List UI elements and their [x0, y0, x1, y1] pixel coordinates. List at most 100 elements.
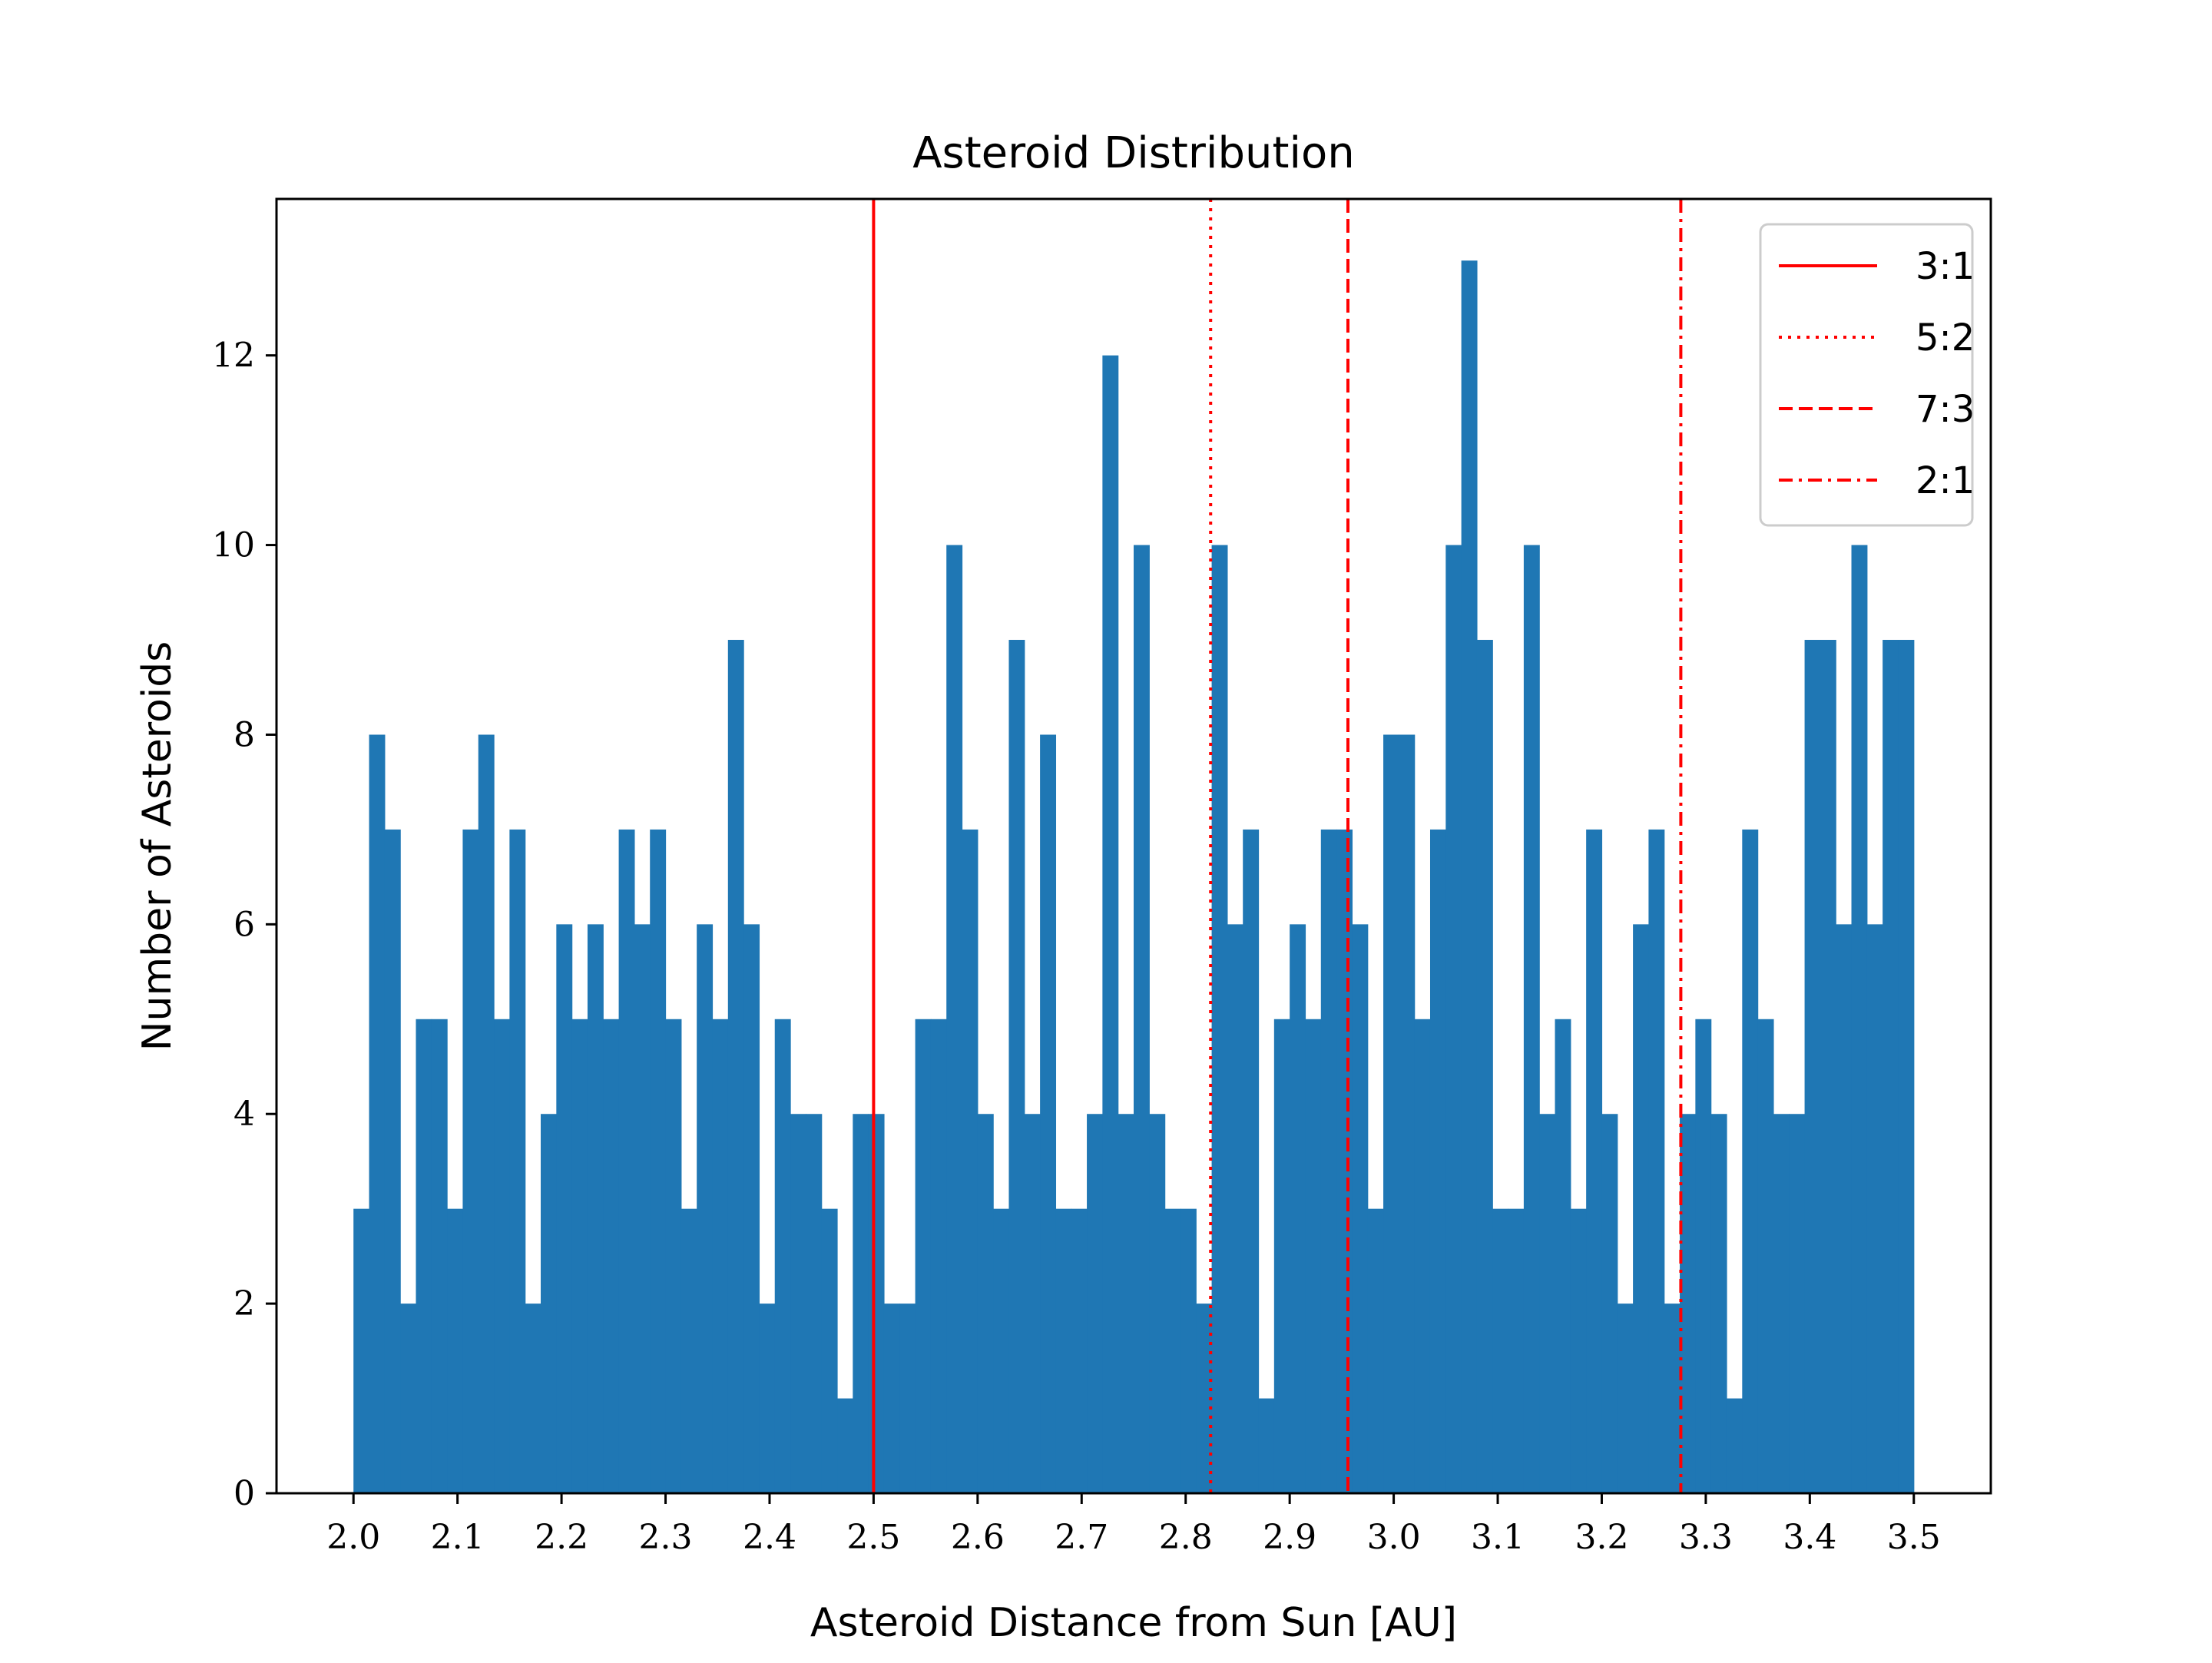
histogram-bar	[899, 1304, 916, 1493]
histogram-bar	[1367, 1208, 1384, 1493]
histogram-bar	[883, 1304, 900, 1493]
histogram-bar	[993, 1208, 1010, 1493]
legend-label: 2:1	[1916, 459, 1975, 502]
histogram-bar	[1180, 1208, 1197, 1493]
histogram-bar	[1539, 1114, 1556, 1493]
histogram-bar	[1429, 829, 1446, 1493]
histogram-bar	[1134, 545, 1150, 1493]
histogram-bar	[915, 1019, 932, 1493]
histogram-bar	[1305, 1019, 1322, 1493]
histogram-bar	[1445, 545, 1462, 1493]
histogram-bar	[431, 1019, 448, 1493]
histogram-bar	[697, 924, 714, 1493]
histogram-bar	[680, 1208, 697, 1493]
histogram-bar	[1773, 1114, 1790, 1493]
x-tick-label: 3.2	[1575, 1518, 1628, 1557]
histogram-bar	[868, 1114, 885, 1493]
legend-label: 3:1	[1916, 245, 1975, 288]
x-tick-label: 3.0	[1367, 1518, 1421, 1557]
histogram-bar	[1164, 1208, 1181, 1493]
histogram-bar	[1898, 640, 1915, 1493]
histogram-bar	[790, 1114, 806, 1493]
histogram-bar	[1414, 1019, 1431, 1493]
histogram-bar	[1008, 640, 1025, 1493]
histogram-bar	[1258, 1398, 1275, 1493]
legend: 3:1 5:2 7:3 2:1	[1759, 223, 1975, 527]
histogram-bar	[400, 1304, 417, 1493]
histogram-bar	[1243, 829, 1260, 1493]
histogram-bar	[353, 1208, 370, 1493]
histogram-bar	[1820, 640, 1836, 1493]
histogram-bar	[806, 1114, 823, 1493]
x-tick-label: 2.5	[846, 1518, 900, 1557]
histogram-bar	[1508, 1208, 1525, 1493]
histogram-bar	[1648, 829, 1665, 1493]
histogram-bar	[1273, 1019, 1290, 1493]
y-tick-label: 6	[233, 905, 255, 944]
histogram-bar	[1570, 1208, 1587, 1493]
histogram-bar	[946, 545, 963, 1493]
x-tick-label: 2.6	[951, 1518, 1005, 1557]
histogram-bar	[1118, 1114, 1134, 1493]
x-tick-label: 2.7	[1055, 1518, 1108, 1557]
histogram-bar	[1087, 1114, 1103, 1493]
histogram-bar	[1586, 829, 1603, 1493]
histogram-bar	[494, 1019, 510, 1493]
legend-label: 7:3	[1916, 388, 1975, 431]
histogram-bar	[837, 1398, 853, 1493]
histogram-bar	[743, 924, 760, 1493]
histogram-bar	[650, 829, 667, 1493]
y-tick-label: 0	[233, 1474, 255, 1513]
x-tick-label: 2.9	[1263, 1518, 1316, 1557]
histogram-bar	[1040, 734, 1057, 1493]
histogram-bar	[665, 1019, 682, 1493]
histogram-bar	[384, 829, 401, 1493]
histogram-bar	[1227, 924, 1243, 1493]
histogram-bar	[1024, 1114, 1041, 1493]
x-tick-label: 3.4	[1783, 1518, 1836, 1557]
histogram-bar	[1695, 1019, 1712, 1493]
x-tick-label: 2.0	[326, 1518, 380, 1557]
y-tick-label: 12	[212, 336, 255, 376]
histogram-bar	[853, 1114, 869, 1493]
x-tick-label: 3.3	[1679, 1518, 1733, 1557]
histogram-bar	[1633, 924, 1650, 1493]
chart-title: Asteroid Distribution	[912, 128, 1355, 178]
histogram-bar	[1523, 545, 1540, 1493]
histogram-bar	[1149, 1114, 1166, 1493]
histogram-bar	[977, 1114, 994, 1493]
histogram-bar	[369, 734, 386, 1493]
histogram-bar	[571, 1019, 588, 1493]
x-tick-label: 2.8	[1159, 1518, 1213, 1557]
histogram-bar	[634, 924, 651, 1493]
histogram-bar	[774, 1019, 791, 1493]
histogram-bar	[1352, 924, 1369, 1493]
histogram-bar	[1836, 924, 1853, 1493]
y-tick-label: 8	[233, 715, 255, 754]
histogram-bar	[1196, 1304, 1213, 1493]
histogram-bar	[712, 1019, 729, 1493]
histogram-bar	[1555, 1019, 1571, 1493]
histogram-bar	[1710, 1114, 1727, 1493]
x-axis-label: Asteroid Distance from Sun [AU]	[810, 1600, 1457, 1646]
histogram-bar	[1383, 734, 1399, 1493]
histogram-bar	[1476, 640, 1493, 1493]
y-tick-label: 4	[233, 1095, 255, 1134]
histogram-bar	[603, 1019, 620, 1493]
x-tick-label: 2.3	[639, 1518, 693, 1557]
histogram-bar	[1617, 1304, 1634, 1493]
histogram-bar	[1320, 829, 1337, 1493]
histogram-bar	[1461, 260, 1478, 1494]
plot-frame	[275, 197, 1992, 1495]
histogram-bar	[759, 1304, 776, 1493]
histogram-bar	[509, 829, 526, 1493]
histogram-bar	[1336, 829, 1353, 1493]
histogram-bar	[821, 1208, 838, 1493]
histogram-bar	[1742, 829, 1759, 1493]
x-tick-label: 3.1	[1471, 1518, 1525, 1557]
histogram-bar	[1492, 1208, 1509, 1493]
legend-label: 5:2	[1916, 316, 1975, 359]
histogram-bar	[1680, 1114, 1696, 1493]
histogram-bar	[447, 1208, 464, 1493]
